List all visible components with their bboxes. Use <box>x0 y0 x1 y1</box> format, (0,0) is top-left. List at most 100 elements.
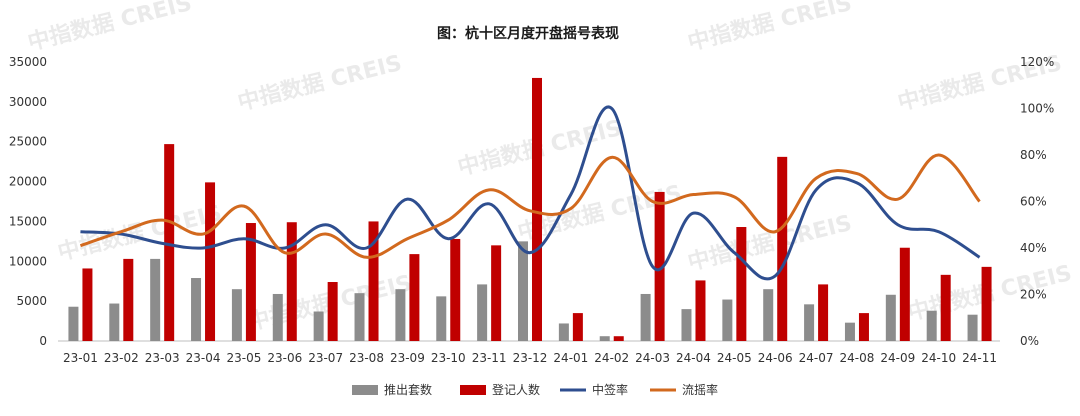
watermark-text: 中指数据 CREIS <box>235 50 404 116</box>
bar-supply <box>272 293 283 341</box>
left-axis-tick-label: 25000 <box>9 135 47 149</box>
bar-registrants <box>940 274 951 341</box>
bar-supply <box>436 296 447 341</box>
x-axis-tick-label: 23-02 <box>104 351 139 365</box>
x-axis-tick-label: 24-06 <box>758 351 793 365</box>
x-axis-tick-label: 23-03 <box>145 351 180 365</box>
x-axis: 23-01 23-02 23-03 23-04 23-05 23-06 23-07 23-08… <box>63 351 997 365</box>
bar-supply <box>885 294 896 341</box>
bar-registrants <box>899 247 910 341</box>
bar-supply <box>763 289 774 341</box>
legend-label: 流摇率 <box>682 382 718 397</box>
bar-supply <box>518 241 528 341</box>
bar-registrants <box>695 280 706 341</box>
bar-registrants <box>777 156 788 341</box>
x-axis-tick-label: 23-01 <box>63 351 98 365</box>
watermark-layer: 中指数据 CREIS 中指数据 CREIS 中指数据 CREIS 中指数据 CREIS… <box>25 0 1074 336</box>
x-axis-tick-label: 24-03 <box>635 351 670 365</box>
chart-title: 图：杭十区月度开盘摇号表现 <box>437 25 619 42</box>
bar-supply <box>354 293 365 341</box>
right-axis: 0% 20% 40% 60% 80% 100% 120% <box>1020 55 1054 348</box>
bar-supply <box>804 304 815 341</box>
x-axis-tick-label: 24-08 <box>840 351 875 365</box>
x-axis-tick-label: 24-11 <box>962 351 997 365</box>
right-axis-tick-label: 20% <box>1020 288 1047 302</box>
x-axis-tick-label: 23-04 <box>186 351 221 365</box>
x-axis-tick-label: 23-11 <box>472 351 507 365</box>
bar-registrants <box>205 182 216 341</box>
bar-supply <box>150 258 161 341</box>
bar-supply <box>967 314 978 341</box>
bar-supply <box>395 289 406 341</box>
bar-supply <box>313 311 324 341</box>
line-win-rate <box>80 105 981 281</box>
x-axis-tick-label: 23-07 <box>308 351 343 365</box>
bar-supply <box>844 322 855 341</box>
line-series <box>79 105 981 281</box>
x-axis-tick-label: 24-04 <box>676 351 711 365</box>
watermark-text: 中指数据 CREIS <box>685 210 854 276</box>
left-axis-tick-label: 5000 <box>16 294 47 308</box>
legend-swatch <box>352 385 378 395</box>
bar-supply <box>109 303 120 341</box>
legend: 推出套数 登记人数 中签率 流摇率 <box>352 382 718 397</box>
right-axis-tick-label: 100% <box>1020 102 1054 116</box>
left-axis-tick-label: 20000 <box>9 175 47 189</box>
x-axis-tick-label: 24-10 <box>921 351 956 365</box>
watermark-text: 中指数据 CREIS <box>25 0 194 56</box>
bar-supply <box>599 336 610 341</box>
bar-registrants <box>245 223 256 341</box>
right-axis-tick-label: 80% <box>1020 148 1047 162</box>
bar-registrants <box>123 258 134 341</box>
x-axis-tick-label: 24-05 <box>717 351 752 365</box>
legend-swatch <box>460 385 486 395</box>
legend-label: 登记人数 <box>492 382 540 397</box>
bar-registrants <box>164 144 175 341</box>
bar-registrants <box>572 313 583 341</box>
left-axis-tick-label: 0 <box>39 334 47 348</box>
left-axis-tick-label: 15000 <box>9 214 47 228</box>
x-axis-tick-label: 24-01 <box>553 351 588 365</box>
bar-supply <box>926 310 937 341</box>
bar-series <box>68 77 992 341</box>
left-axis-tick-label: 35000 <box>9 55 47 69</box>
legend-label: 推出套数 <box>384 382 432 397</box>
line-unsold-rate <box>79 153 981 259</box>
x-axis-tick-label: 23-05 <box>226 351 261 365</box>
bar-supply <box>558 323 569 341</box>
bar-registrants <box>82 268 93 341</box>
bar-supply <box>477 284 488 341</box>
bar-supply <box>68 306 79 341</box>
bar-registrants <box>858 313 869 341</box>
bar-registrants <box>327 282 338 341</box>
x-axis-tick-label: 23-12 <box>513 351 548 365</box>
legend-label: 中签率 <box>592 382 628 397</box>
x-axis-tick-label: 23-10 <box>431 351 466 365</box>
bar-registrants <box>818 284 829 341</box>
right-axis-tick-label: 120% <box>1020 55 1054 69</box>
right-axis-tick-label: 40% <box>1020 241 1047 255</box>
bar-registrants <box>368 221 379 341</box>
x-axis-tick-label: 23-06 <box>267 351 302 365</box>
bar-supply <box>681 309 692 341</box>
left-axis-tick-label: 10000 <box>9 254 47 268</box>
x-axis-tick-label: 23-08 <box>349 351 384 365</box>
watermark-text: 中指数据 CREIS <box>685 0 854 56</box>
bar-supply <box>722 299 733 341</box>
x-axis-tick-label: 24-07 <box>799 351 834 365</box>
x-axis-tick-label: 24-02 <box>594 351 629 365</box>
x-axis-tick-label: 24-09 <box>880 351 915 365</box>
x-axis-tick-label: 23-09 <box>390 351 425 365</box>
bar-registrants <box>450 238 461 341</box>
bar-registrants <box>409 254 420 341</box>
bar-registrants <box>736 227 747 341</box>
bar-supply <box>640 293 651 341</box>
right-axis-tick-label: 60% <box>1020 195 1047 209</box>
left-axis-tick-label: 30000 <box>9 95 47 109</box>
bar-registrants <box>981 266 992 341</box>
bar-supply <box>231 289 242 341</box>
bar-registrants <box>613 336 624 341</box>
bar-supply <box>191 278 202 341</box>
